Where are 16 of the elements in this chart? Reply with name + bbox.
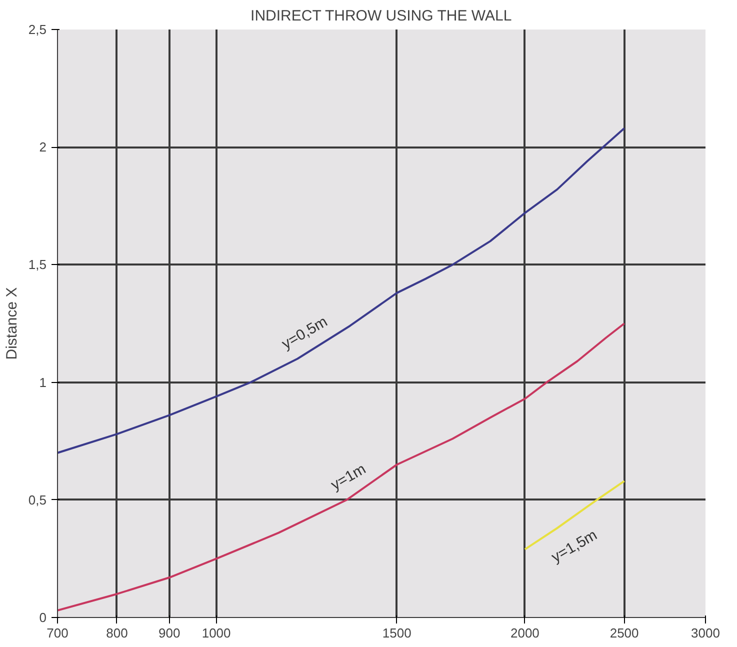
- x-tick-label: 3000: [691, 626, 720, 640]
- x-tick-label: 900: [158, 626, 180, 640]
- y-tick-label: 2: [39, 140, 47, 155]
- y-tick-label: 1: [39, 374, 47, 390]
- x-tick-label: 800: [106, 626, 128, 640]
- x-tick-label: 2000: [510, 626, 540, 640]
- x-tick-label: 700: [46, 626, 68, 640]
- x-tick-label: 1000: [202, 626, 231, 640]
- y-tick-label: 0: [39, 610, 47, 625]
- y-tick-label: 2,5: [28, 22, 47, 37]
- x-tick-label: 2500: [610, 626, 639, 640]
- x-tick-label: 1500: [382, 626, 412, 640]
- chart-title: INDIRECT THROW USING THE WALL: [250, 8, 512, 24]
- y-tick-label: 1,5: [28, 257, 47, 272]
- y-tick-label: 0,5: [28, 492, 47, 508]
- y-axis-title: Distance X: [3, 287, 20, 360]
